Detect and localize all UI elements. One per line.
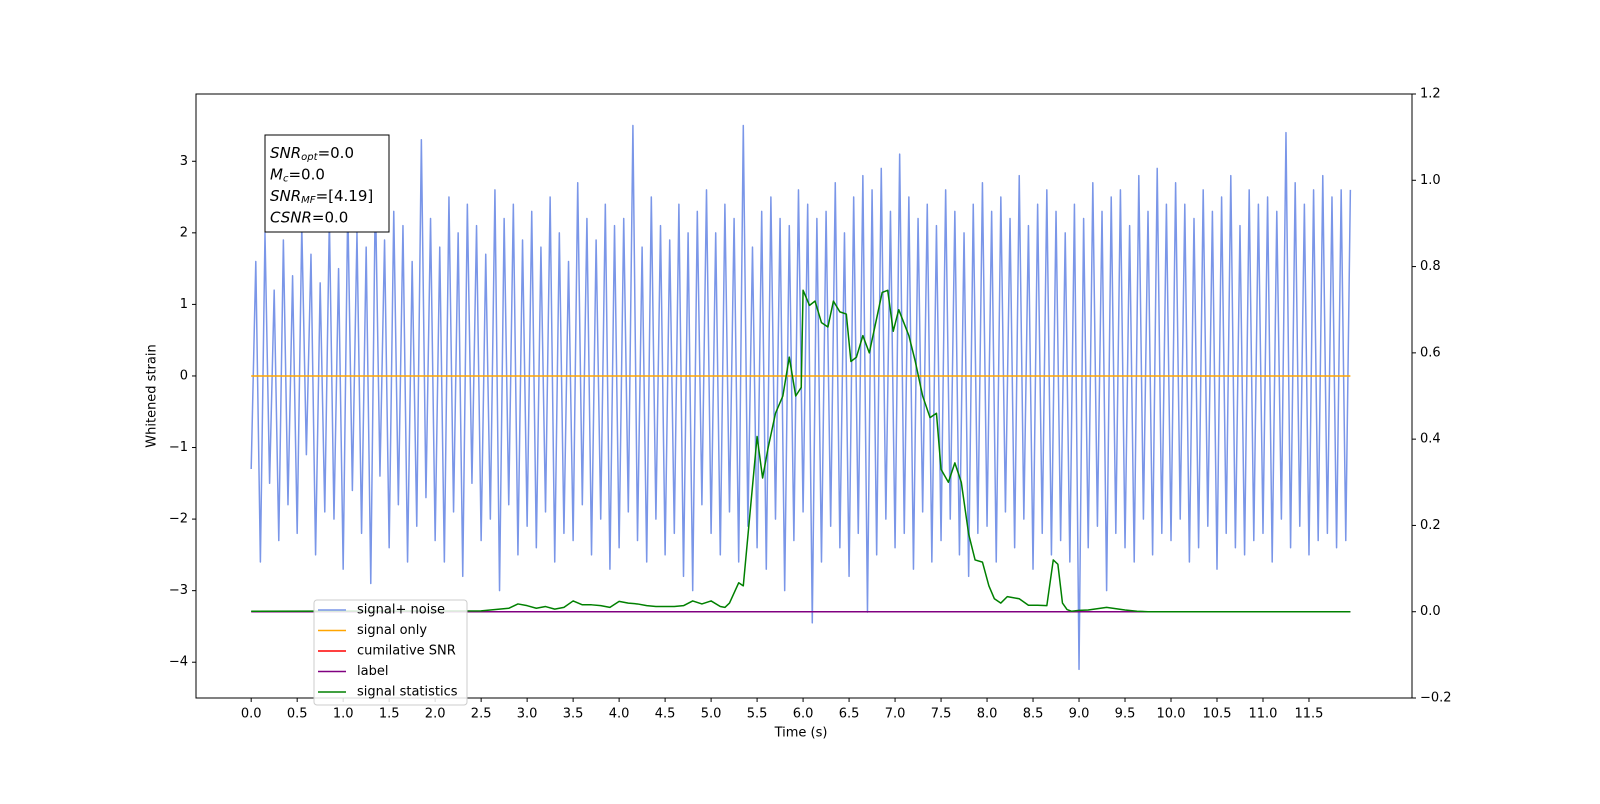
x-tick-label: 6.5 [839, 707, 860, 722]
x-tick-label: 4.5 [655, 707, 676, 722]
annotation-line: CSNR=0.0 [270, 208, 348, 226]
x-tick-label: 2.0 [425, 707, 446, 722]
y2-tick-label: 0.4 [1420, 432, 1441, 447]
annotation-line: SNRopt=0.0 [270, 144, 354, 164]
y-tick-label: 1 [180, 297, 188, 312]
legend-label: label [357, 664, 388, 679]
annotation-sub: opt [301, 152, 318, 163]
legend-box [313, 599, 468, 706]
y2-tick-label: 0.8 [1420, 259, 1441, 274]
legend-label: signal only [357, 623, 427, 638]
x-tick-label: 7.0 [885, 707, 906, 722]
x-tick-label: 10.5 [1203, 707, 1232, 722]
annotation-name: M [270, 165, 283, 183]
annotation-text: =[4.19] [316, 187, 374, 205]
y-tick-label: −3 [169, 583, 188, 598]
y2-tick-label: 0.6 [1420, 345, 1441, 360]
series-line [251, 289, 1351, 613]
series-line [250, 124, 1352, 671]
annotation-name: SNR [270, 144, 301, 162]
y-axis-label: Whitened strain [145, 344, 160, 447]
x-tick-label: 3.0 [517, 707, 538, 722]
y2-tick-label: 0.2 [1420, 518, 1441, 533]
y2-tick-label: 0.0 [1420, 604, 1441, 619]
x-tick-label: 11.0 [1249, 707, 1278, 722]
y-tick-label: −1 [169, 440, 188, 455]
annotation-box [264, 134, 390, 233]
x-tick-label: 2.5 [471, 707, 492, 722]
y-tick-label: 0 [180, 368, 188, 383]
x-tick-label: 4.0 [609, 707, 630, 722]
x-tick-label: 8.0 [977, 707, 998, 722]
x-tick-label: 9.0 [1069, 707, 1090, 722]
y2-tick-label: 1.2 [1420, 87, 1441, 102]
legend-label: signal statistics [357, 685, 458, 700]
x-tick-label: 5.0 [701, 707, 722, 722]
x-tick-label: 5.5 [747, 707, 768, 722]
x-axis-label: Time (s) [774, 726, 828, 741]
x-tick-label: 9.5 [1115, 707, 1136, 722]
x-tick-label: 11.5 [1295, 707, 1324, 722]
x-tick-label: 1.0 [333, 707, 354, 722]
annotation-text: =0.0 [318, 144, 354, 162]
annotation-name: CSNR [270, 208, 312, 226]
y-tick-label: 2 [180, 225, 188, 240]
annotation-text: =0.0 [288, 165, 324, 183]
annotation-text: =0.0 [312, 208, 348, 226]
x-tick-label: 0.5 [287, 707, 308, 722]
plot-frame [195, 93, 1413, 699]
y-tick-label: −2 [169, 512, 188, 527]
annotation-sub: c [283, 174, 289, 185]
x-tick-label: 3.5 [563, 707, 584, 722]
legend-label: signal+ noise [357, 603, 445, 618]
legend-label: cumilative SNR [357, 644, 456, 659]
x-tick-label: 8.5 [1023, 707, 1044, 722]
x-tick-label: 0.0 [241, 707, 262, 722]
y-tick-label: 3 [180, 154, 188, 169]
annotation-sub: MF [301, 195, 316, 206]
x-tick-label: 7.5 [931, 707, 952, 722]
y2-tick-label: 1.0 [1420, 173, 1441, 188]
annotation-name: SNR [270, 187, 301, 205]
x-tick-label: 1.5 [379, 707, 400, 722]
annotation-line: SNRMF=[4.19] [270, 187, 373, 207]
x-tick-label: 6.0 [793, 707, 814, 722]
x-tick-label: 10.0 [1157, 707, 1186, 722]
y-tick-label: −4 [169, 655, 188, 670]
annotation-line: Mc=0.0 [270, 165, 325, 185]
y2-tick-label: −0.2 [1420, 691, 1452, 706]
